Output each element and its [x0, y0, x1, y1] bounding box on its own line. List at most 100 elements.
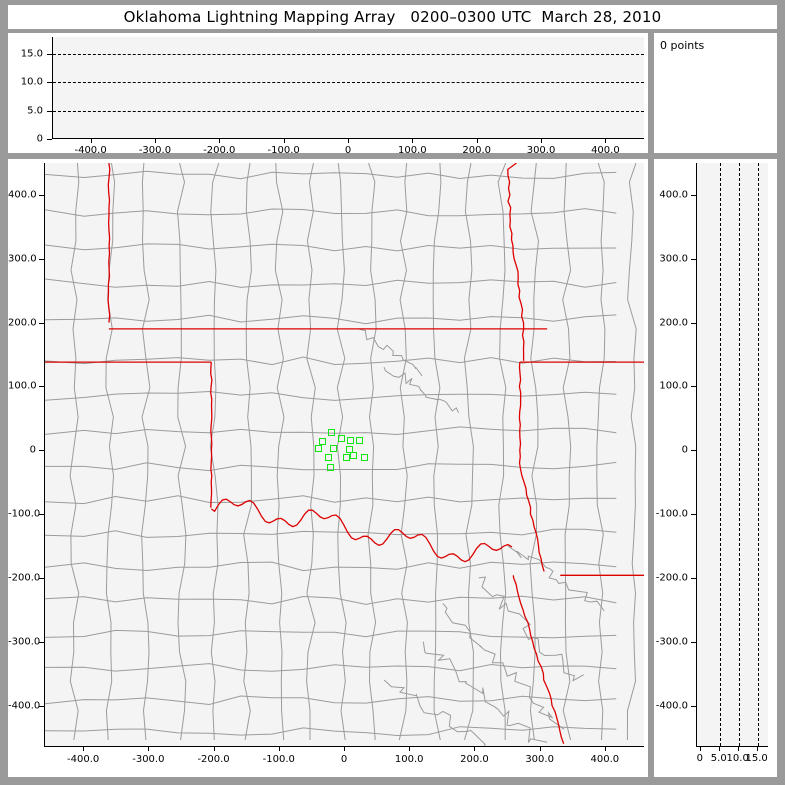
x-tick-label: -100.0 [262, 754, 295, 765]
y-tick [39, 386, 44, 388]
x-tick-label: 5.0 [710, 753, 727, 764]
y-tick [691, 386, 696, 388]
y-tick-label: -100.0 [8, 508, 41, 520]
y-tick-label: 5.0 [27, 105, 43, 117]
altitude-vs-north-plot[interactable] [696, 163, 768, 747]
x-tick [412, 139, 414, 143]
point-count-label: 0 points [660, 39, 705, 52]
altitude-vs-east-plot[interactable] [52, 37, 644, 139]
lma-station-marker [327, 463, 335, 471]
x-tick [604, 747, 606, 751]
x-tick-label: 200.0 [462, 145, 492, 156]
x-tick [541, 139, 543, 143]
x-tick [409, 747, 411, 751]
gridline-v [757, 163, 759, 746]
lma-station-marker [346, 446, 354, 454]
y-tick [47, 139, 52, 140]
y-tick [691, 641, 696, 643]
x-tick-label: 0 [344, 145, 352, 156]
y-tick [691, 194, 696, 196]
x-tick [718, 747, 720, 751]
lma-station-marker [324, 453, 332, 461]
y-tick [39, 322, 44, 324]
y-tick-label: -200.0 [8, 572, 41, 584]
y-tick [691, 322, 696, 324]
lma-station-marker [329, 444, 337, 452]
x-tick-label: -300.0 [132, 754, 165, 765]
x-tick-label: 400.0 [591, 145, 620, 156]
x-tick [278, 747, 280, 751]
lma-station-marker [355, 437, 363, 445]
gridline-v [738, 163, 740, 746]
y-tick-label: 400.0 [659, 189, 688, 201]
x-tick [344, 747, 345, 751]
y-tick-label: 200.0 [8, 317, 37, 329]
x-tick [539, 747, 541, 751]
y-tick [47, 82, 52, 84]
gridline-h [53, 82, 644, 84]
x-tick [154, 139, 156, 143]
lma-station-marker [346, 436, 354, 444]
info-panel: 0 points [654, 33, 777, 153]
x-tick-label: 300.0 [525, 754, 554, 765]
plan-view-map-plot[interactable] [44, 163, 644, 747]
y-tick-label: 0 [29, 444, 36, 456]
y-tick [39, 258, 44, 260]
altitude-vs-north-panel[interactable]: 0 5.0 10.0 15.0 400.0 300.0 200.0 100.0 0 -100.0 -… [654, 159, 777, 777]
y-tick-label: 300.0 [659, 253, 688, 265]
y-tick-label: 100.0 [8, 380, 37, 392]
y-tick-label: 400.0 [8, 189, 37, 201]
x-tick-label: 0 [696, 753, 703, 764]
y-tick [39, 450, 44, 452]
y-tick-label: 300.0 [8, 253, 37, 265]
x-tick-label: 200.0 [460, 754, 489, 765]
gridline-v [719, 163, 721, 746]
y-tick [39, 705, 44, 707]
y-tick [39, 641, 44, 643]
y-tick-label: -400.0 [8, 700, 41, 711]
page-title: Oklahoma Lightning Mapping Array 0200–03… [123, 8, 662, 26]
y-tick-label: -300.0 [8, 636, 41, 648]
x-tick-label: -400.0 [74, 145, 107, 156]
lma-station-marker [327, 428, 335, 436]
x-tick-label: 100.0 [398, 145, 427, 156]
x-tick-label: 400.0 [590, 754, 620, 765]
y-tick-label: 15.0 [20, 48, 43, 60]
altitude-vs-east-panel[interactable]: 0 5.0 10.0 15.0 -400.0 -300.0 -200.0 -100.0 0 100… [8, 33, 648, 156]
lma-station-marker [361, 454, 369, 462]
x-tick [219, 139, 221, 143]
y-tick [39, 194, 44, 196]
lma-station-marker [337, 435, 345, 443]
lma-station-marker [315, 445, 323, 453]
x-tick-label: 0 [340, 754, 348, 765]
x-tick-label: -400.0 [67, 754, 100, 765]
y-tick-label: -100.0 [655, 508, 688, 520]
x-tick [213, 747, 215, 751]
x-tick-label: 100.0 [394, 754, 424, 765]
x-tick-label: -200.0 [197, 754, 230, 765]
gridline-h [53, 54, 644, 55]
map-geography [45, 163, 644, 747]
x-tick-label: 15.0 [745, 753, 768, 764]
y-tick [691, 705, 696, 707]
plan-view-map-panel[interactable]: -400.0 -300.0 -200.0 -100.0 0 100.0 200.0 300.0… [8, 159, 648, 777]
x-tick [148, 747, 150, 751]
x-tick [605, 139, 607, 143]
x-tick-label: -100.0 [267, 145, 300, 156]
x-tick [348, 139, 349, 143]
y-tick [47, 54, 52, 55]
x-tick-label: -300.0 [138, 145, 172, 156]
y-tick [39, 577, 44, 579]
gridline-h [53, 110, 644, 112]
x-tick [90, 139, 92, 143]
y-tick [691, 258, 696, 260]
y-tick [691, 514, 696, 516]
x-tick-label: -200.0 [203, 145, 236, 156]
y-tick-label: -200.0 [655, 572, 688, 584]
x-tick [283, 139, 285, 143]
lma-station-marker [349, 451, 357, 459]
x-tick [756, 747, 758, 751]
lma-station-marker [342, 454, 350, 462]
x-tick [474, 747, 476, 751]
